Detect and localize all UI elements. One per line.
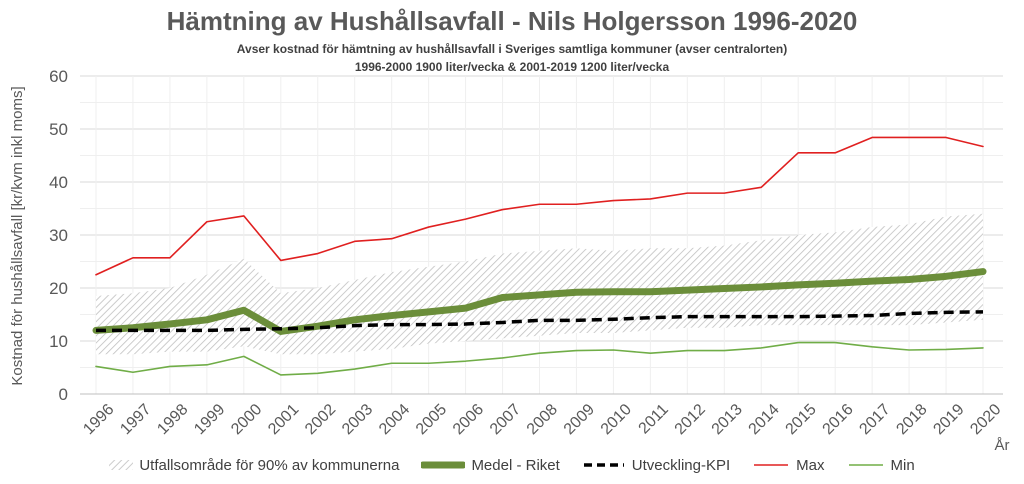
x-tick-label: 2011 (636, 401, 672, 437)
x-tick-label: 2001 (265, 401, 302, 438)
chart-title: Hämtning av Hushållsavfall - Nils Holger… (166, 6, 858, 36)
y-tick-label: 20 (49, 279, 68, 298)
legend-label-min: Min (890, 456, 915, 474)
legend: Utfallsområde för 90% av kommunerna Mede… (0, 454, 1024, 476)
series-line-min (95, 341, 984, 376)
series-line-medel-riket (92, 268, 987, 335)
legend-label-medel: Medel - Riket (471, 456, 560, 474)
x-tick-label: 2019 (930, 401, 967, 438)
legend-label-kpi: Utveckling-KPI (631, 456, 731, 474)
x-tick-label: 2002 (302, 401, 339, 438)
legend-item-min: Min (847, 457, 915, 474)
x-tick-label: 2014 (746, 401, 783, 438)
x-tick-label: 2010 (598, 401, 635, 438)
x-tick-label: 1998 (154, 401, 191, 438)
series-line-max (95, 136, 984, 276)
y-tick-label: 0 (59, 385, 68, 404)
x-tick-label: 2015 (783, 401, 820, 438)
y-tick-label: 30 (49, 226, 68, 245)
legend-label-max: Max (796, 456, 825, 474)
x-tick-label: 2007 (487, 401, 524, 438)
x-tick-label: 1997 (117, 401, 154, 438)
x-tick-label: 2016 (820, 401, 857, 438)
legend-swatch-max (754, 464, 789, 466)
legend-item-medel: Medel - Riket (421, 456, 560, 474)
x-tick-label: 2005 (413, 401, 450, 438)
y-tick-label: 40 (49, 173, 68, 192)
x-tick-label: 2009 (561, 401, 598, 438)
y-tick-label: 60 (49, 67, 68, 86)
legend-swatch-min (848, 464, 883, 466)
legend-swatch-medel (421, 461, 466, 469)
y-axis-label: Kostnad för hushållsavfall [kr/kvm inkl … (9, 86, 26, 385)
x-tick-label: 2006 (450, 401, 487, 438)
x-tick-label: 2020 (967, 401, 1004, 438)
legend-item-band: Utfallsområde för 90% av kommunerna (109, 457, 399, 474)
series-line-utveckling-kpi (96, 310, 984, 333)
x-tick-label: 2003 (339, 401, 376, 438)
x-tick-label: 2008 (524, 401, 561, 438)
legend-swatch-band (109, 460, 134, 470)
band-area-90pct (96, 213, 983, 355)
x-tick-label: 2017 (856, 401, 893, 438)
legend-label-band: Utfallsområde för 90% av kommunerna (139, 456, 400, 474)
chart-subtitle-2: 1996-2000 1900 liter/vecka & 2001-2019 1… (354, 60, 670, 74)
x-tick-label: 1999 (191, 401, 228, 438)
legend-item-kpi: Utveckling-KPI (582, 457, 730, 474)
legend-swatch-kpi (583, 463, 624, 467)
x-tick-label: 2013 (709, 401, 746, 438)
y-tick-label: 50 (49, 120, 68, 139)
x-tick-label: 2018 (893, 401, 930, 438)
x-tick-label: 2012 (672, 401, 709, 438)
x-axis-label: År (995, 437, 1010, 454)
x-tick-label: 1996 (80, 401, 117, 438)
y-tick-label: 10 (49, 332, 68, 351)
x-tick-label: 2000 (228, 401, 265, 438)
x-tick-label: 2004 (376, 401, 413, 438)
legend-item-max: Max (752, 456, 825, 474)
chart-subtitle-1: Avser kostnad för hämtning av hushållsav… (236, 42, 788, 56)
